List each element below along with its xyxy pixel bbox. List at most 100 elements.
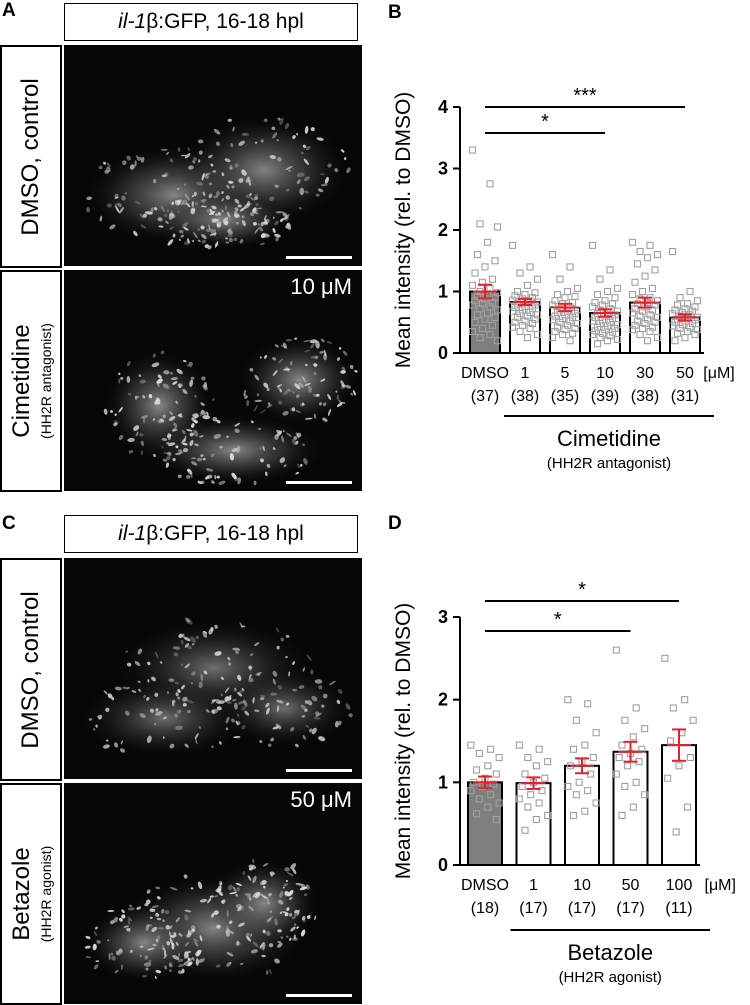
cell-speckle [120,377,124,380]
cell-speckle [285,338,293,342]
data-point [629,803,637,811]
cell-speckle [188,165,194,170]
cell-speckle [180,203,184,206]
cell-speckle [257,427,262,431]
cell-speckle [231,448,238,452]
cell-speckle [214,624,218,629]
cell-speckle [148,394,153,399]
cell-speckle [191,956,195,961]
cell-speckle [200,402,205,406]
cell-speckle [313,717,321,720]
cell-speckle [193,191,197,197]
cell-speckle [193,157,197,161]
cell-speckle [144,955,149,960]
cell-speckle [186,950,192,954]
cell-speckle [268,892,272,897]
cell-speckle [156,896,161,900]
cell-speckle [156,935,161,941]
cell-speckle [175,942,179,946]
scale-bar [286,256,352,259]
fluorescence-image [79,617,354,758]
cell-speckle [327,393,332,401]
cell-speckle [162,414,166,419]
cell-speckle [277,941,282,944]
data-point [533,331,542,339]
cell-speckle [226,962,231,967]
data-point [532,762,540,770]
cell-speckle [198,726,202,729]
cell-speckle [93,931,98,937]
data-point [668,310,677,318]
cell-speckle [178,970,183,974]
cell-speckle [140,224,147,229]
cell-speckle [225,928,231,937]
n-label: (39) [591,388,619,405]
data-point [471,269,479,277]
cell-speckle [187,237,190,244]
cell-speckle [147,924,153,927]
cell-speckle [145,899,151,905]
cell-speckle [129,949,133,953]
cell-speckle [200,225,205,230]
cell-speckle [241,215,244,218]
cell-speckle [166,941,171,946]
cell-speckle [213,433,221,439]
cell-speckle [205,709,210,713]
x-tick-label: 30 [636,365,654,382]
cell-speckle [155,912,160,917]
cell-speckle [310,127,315,132]
cell-speckle [269,910,272,914]
cell-speckle [253,404,258,412]
cell-speckle [266,901,271,905]
data-point [533,275,542,283]
cell-speckle [275,210,284,214]
cell-speckle [266,387,270,392]
data-point [592,799,600,807]
cell-speckle [310,355,319,359]
cell-speckle [277,385,282,392]
cell-speckle [139,945,144,948]
cell-speckle [266,463,271,468]
data-point [636,331,644,339]
cell-speckle [311,695,318,702]
cell-speckle [154,723,157,726]
cell-speckle [121,195,126,201]
cell-speckle [134,396,138,400]
cell-speckle [182,702,187,707]
data-point [527,791,535,799]
cell-speckle [274,958,280,964]
cell-speckle [85,956,92,959]
cell-speckle [113,422,118,427]
cell-speckle [219,445,223,449]
cell-speckle [175,692,179,697]
cell-speckle [322,417,328,422]
cell-speckle [109,224,116,230]
cell-speckle [233,736,241,739]
cell-speckle [341,384,346,388]
cell-speckle [235,894,238,897]
cell-speckle [191,671,196,676]
cell-speckle [178,952,181,957]
cell-speckle [181,199,185,204]
cell-speckle [171,201,174,205]
data-point [628,326,637,334]
cell-speckle [252,858,255,863]
cell-speckle [310,669,314,675]
cell-speckle [253,212,259,215]
cell-speckle [160,418,165,423]
data-point [633,260,642,268]
cell-speckle [184,193,190,201]
cell-speckle [121,914,126,919]
cell-speckle [169,969,172,973]
data-point [588,331,597,339]
cell-speckle [260,139,264,143]
scale-bar [286,994,352,997]
cell-speckle [133,425,140,431]
cell-speckle [155,886,161,890]
cell-speckle [221,198,224,202]
cell-speckle [302,376,307,383]
cell-speckle [269,969,272,975]
cell-speckle [98,165,103,170]
cell-speckle [313,371,317,376]
cell-speckle [103,161,107,165]
